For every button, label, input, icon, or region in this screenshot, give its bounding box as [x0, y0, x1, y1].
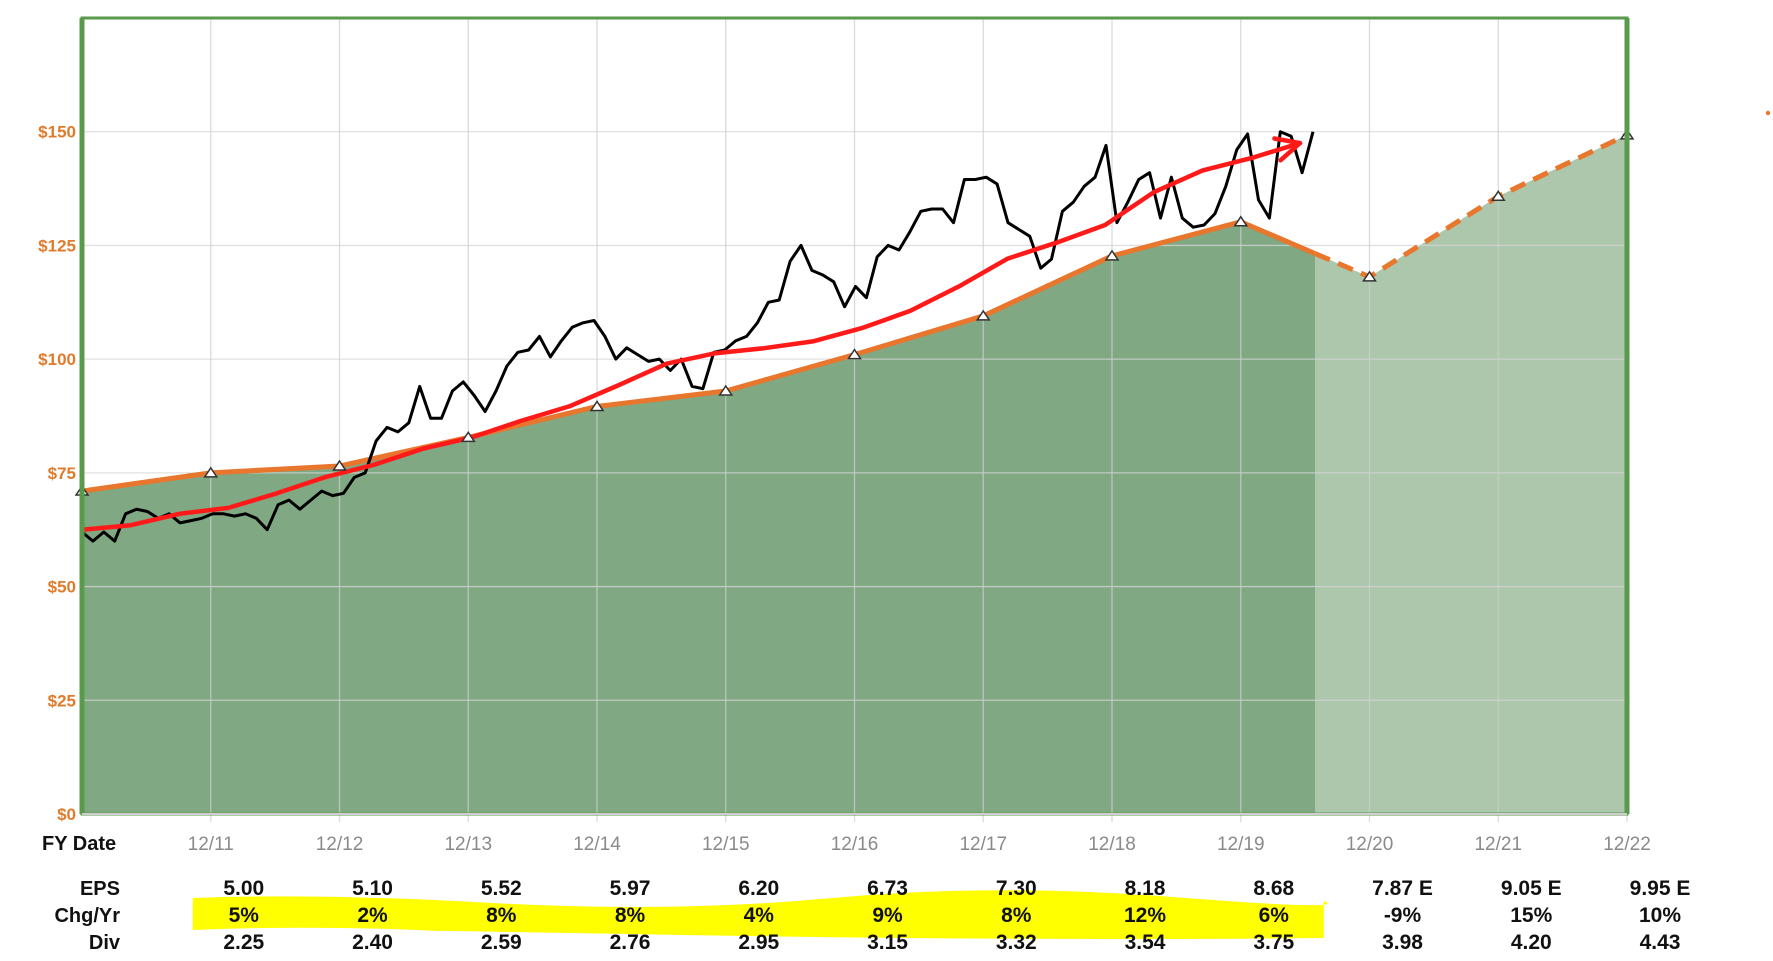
fair-value-marker: [203, 466, 219, 478]
x-tick-label: 12/18: [1088, 834, 1136, 855]
x-tick-label: 12/12: [316, 834, 364, 855]
moving-average-path: [79, 140, 1303, 532]
table-cell: 8%: [615, 904, 646, 927]
x-tick-label: 12/15: [702, 834, 750, 855]
x-tick-label: 12/19: [1217, 834, 1265, 855]
x-tick-label: 12/16: [831, 834, 879, 855]
table-row-label: Chg/Yr: [54, 905, 120, 927]
table-cell: 6.20: [738, 877, 779, 900]
table-cell: 6%: [1259, 904, 1290, 927]
moving-average-line: [79, 136, 1303, 532]
historical-value-area: [82, 221, 1315, 814]
y-tick-label: $0: [57, 805, 76, 824]
table-cell: 7.87 E: [1372, 877, 1433, 900]
y-tick-label: $100: [38, 350, 76, 369]
y-tick-label: $50: [48, 578, 76, 597]
table-cell: 2%: [357, 904, 388, 927]
y-tick-label: $75: [48, 464, 76, 483]
fair-value-marker: [975, 309, 991, 321]
x-tick-label: 12/22: [1603, 834, 1651, 855]
x-tick-label: 12/11: [188, 834, 234, 855]
table-row-label: EPS: [80, 878, 120, 900]
fair-value-marker: [1490, 189, 1506, 202]
table-cell: 12%: [1124, 904, 1166, 927]
stray-dot: [1765, 110, 1771, 116]
x-tick-label: 12/21: [1474, 834, 1522, 855]
table-cell: 5.10: [352, 877, 393, 900]
y-tick-label: $125: [38, 236, 76, 255]
data-table: EPS 5.00 5.10 5.52 5.97 6.20 6.73 7.30 8.18 8.68 7…: [54, 877, 1690, 954]
table-cell: 10%: [1639, 904, 1681, 927]
fair-value-marker: [1362, 270, 1377, 282]
table-cell: 5.52: [481, 877, 522, 900]
estimated-value-area: [1315, 134, 1627, 814]
highlight-marks: [192, 890, 1328, 939]
price-line: [81, 130, 1315, 543]
table-cell: 5%: [229, 904, 260, 927]
table-cell: 8%: [1001, 904, 1032, 927]
fair-value-marker: [847, 348, 862, 360]
table-cell: 2.40: [352, 931, 393, 954]
fair-value-marker: [1104, 249, 1120, 261]
table-cell: 4%: [744, 904, 775, 927]
table-cell: 5.00: [223, 877, 264, 900]
table-cell: 2.95: [738, 931, 779, 954]
table-cell: 4.20: [1511, 931, 1552, 954]
fair-value-marker: [589, 400, 605, 412]
fair-value-line-estimate: [1314, 132, 1629, 280]
table-cell: 3.75: [1253, 931, 1294, 954]
table-cell: 8.68: [1253, 877, 1294, 900]
x-tick-label: 12/14: [573, 834, 621, 855]
table-cell: -9%: [1384, 904, 1422, 927]
y-tick-label: $150: [38, 123, 76, 142]
fair-value-marker: [460, 431, 476, 443]
x-tick-label: 12/13: [444, 834, 492, 855]
x-axis-ticks: 12/11 12/12 12/13 12/14 12/15 12/16 12/17 12/18…: [188, 834, 1651, 855]
y-axis-ticks: $0 $25 $50 $75 $100 $125 $150: [38, 123, 76, 824]
fair-value-marker: [718, 384, 734, 396]
table-cell: 3.15: [867, 931, 908, 954]
table-cell: 7.30: [996, 877, 1037, 900]
plot-frame: [79, 16, 1630, 816]
fair-value-areas: [82, 134, 1627, 814]
moving-average-arrowhead: [1272, 136, 1303, 163]
table-cell: 9.05 E: [1501, 877, 1562, 900]
table-cell: 9%: [872, 904, 903, 927]
table-cell: 15%: [1510, 904, 1552, 927]
table-cell: 2.59: [481, 931, 522, 954]
chg-yr-highlight: [192, 890, 1328, 939]
table-cell: 4.43: [1640, 931, 1681, 954]
x-axis-label: FY Date: [42, 833, 116, 855]
table-cell: 3.32: [996, 931, 1037, 954]
table-cell: 6.73: [867, 877, 908, 900]
table-cell: 9.95 E: [1630, 877, 1691, 900]
table-cell: 2.76: [610, 931, 651, 954]
table-cell: 5.97: [610, 877, 651, 900]
fair-value-marker: [332, 459, 347, 471]
fair-value-marker: [1233, 215, 1249, 227]
y-tick-label: $25: [48, 691, 76, 710]
x-tick-label: 12/17: [959, 834, 1007, 855]
x-tick-label: 12/20: [1346, 834, 1394, 855]
table-cell: 3.54: [1125, 931, 1166, 954]
table-row-label: Div: [89, 932, 121, 954]
table-cell: 3.98: [1382, 931, 1423, 954]
table-cell: 8.18: [1125, 877, 1166, 900]
price-line-path: [81, 130, 1315, 543]
table-cell: 2.25: [223, 931, 264, 954]
table-cell: 8%: [486, 904, 517, 927]
